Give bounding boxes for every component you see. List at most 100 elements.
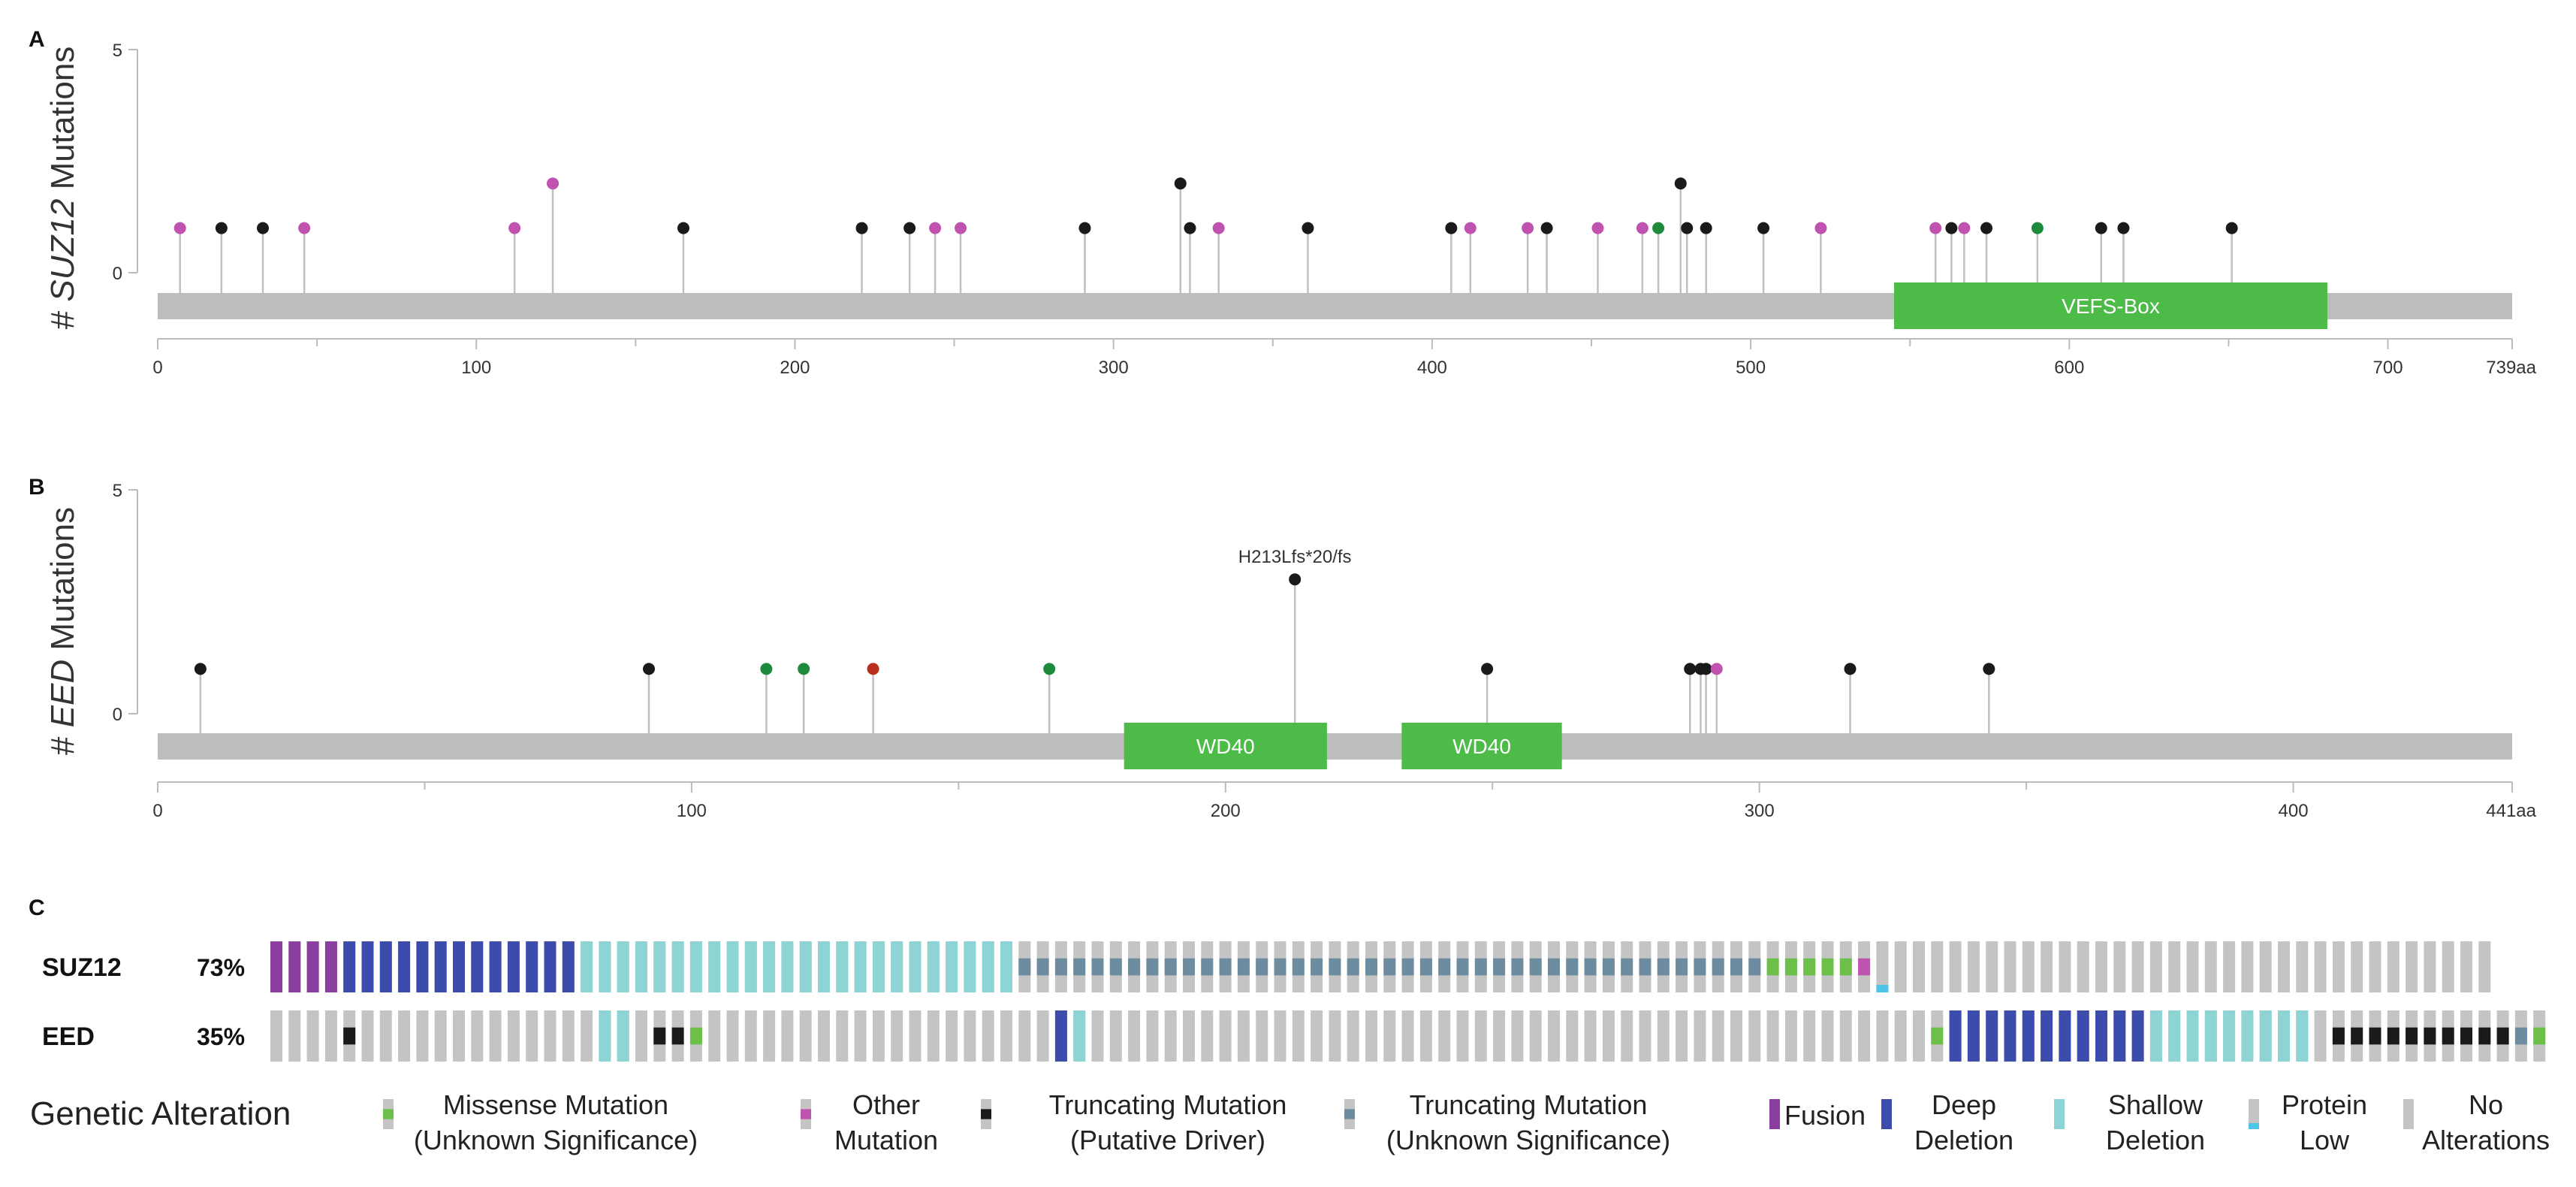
cell-cna	[653, 941, 666, 992]
cell-background	[2041, 941, 2053, 992]
mutation-other	[1522, 222, 1534, 234]
cell-mutation	[1511, 958, 1524, 976]
oncoprint-cell-na	[1913, 1010, 1925, 1062]
legend-label-line1: Missense Mutation	[443, 1089, 668, 1120]
cell-mutation	[1054, 958, 1067, 976]
oncoprint-cell-na	[1876, 1010, 1889, 1062]
cell-cna	[1967, 1010, 1980, 1062]
cell-cna	[2278, 1010, 2290, 1062]
oncoprint-cell-na	[1219, 1010, 1232, 1062]
cell-background	[526, 1010, 538, 1062]
oncoprint-cell-protein_low	[1876, 941, 1889, 992]
oncoprint-cell-shallow	[726, 941, 739, 992]
cell-background	[1894, 941, 1907, 992]
oncoprint-cell-deep	[489, 941, 502, 992]
cell-background	[2059, 941, 2071, 992]
oncoprint-cell-na	[2314, 941, 2327, 992]
oncoprint-cell-na	[2131, 941, 2144, 992]
cell-background	[1566, 1010, 1579, 1062]
cell-background	[799, 1010, 812, 1062]
cell-cna	[343, 941, 356, 992]
cell-background	[2478, 941, 2491, 992]
cell-background	[1018, 1010, 1031, 1062]
legend-label-line2: Mutation	[834, 1125, 938, 1155]
oncoprint-cell-na	[909, 1010, 922, 1062]
cell-background	[1931, 941, 1944, 992]
oncoprint-cell-na	[2186, 941, 2199, 992]
cell-background	[1237, 1010, 1250, 1062]
legend-label-line2: Deletion	[1914, 1125, 2013, 1155]
oncoprint-cell-na	[2095, 941, 2107, 992]
cell-background	[1493, 1010, 1506, 1062]
legend-swatch	[1881, 1099, 1892, 1129]
oncoprint-cell-na	[324, 1010, 337, 1062]
oncoprint-cell-deep	[2131, 1010, 2144, 1062]
oncoprint-cell-trunc_unknown	[1054, 941, 1067, 992]
oncoprint-cell-na	[744, 1010, 757, 1062]
oncoprint-cell-na	[1237, 1010, 1250, 1062]
cell-background	[891, 1010, 903, 1062]
cell-background	[2259, 941, 2272, 992]
domain-label: VEFS-Box	[2062, 294, 2160, 318]
cell-cna	[689, 941, 702, 992]
oncoprint-cell-shallow	[1000, 941, 1012, 992]
legend-item-na: No Alterations	[2403, 1089, 2550, 1155]
oncoprint-cell-na	[726, 1010, 739, 1062]
oncoprint-cell-shallow	[2278, 1010, 2290, 1062]
mutation-truncating	[1540, 222, 1553, 234]
legend-item-other: Other Mutation	[801, 1089, 938, 1155]
cell-mutation	[1456, 958, 1469, 976]
legend-label-line1: Shallow	[2108, 1089, 2203, 1120]
oncoprint-pct: 35%	[197, 1023, 245, 1050]
oncoprint-cell-na	[1548, 1010, 1560, 1062]
oncoprint-cell-trunc_unknown	[1036, 941, 1049, 992]
oncoprint-cell-na	[1712, 1010, 1724, 1062]
oncoprint-cell-na	[2241, 941, 2254, 992]
oncoprint-cell-trunc_unknown	[1602, 941, 1615, 992]
cell-background	[1401, 1010, 1414, 1062]
oncoprint-cell-deep	[471, 941, 484, 992]
oncoprint-cell-fusion	[270, 941, 282, 992]
panel-label-b: B	[29, 475, 45, 500]
cell-background	[2113, 941, 2126, 992]
x-tick-label: 300	[1099, 358, 1129, 378]
cell-background	[2369, 941, 2381, 992]
oncoprint-cell-truncating	[343, 1010, 356, 1062]
cell-mutation	[689, 1027, 702, 1045]
cell-cna	[781, 941, 794, 992]
oncoprint-cell-na	[526, 1010, 538, 1062]
cell-background	[1438, 1010, 1451, 1062]
mutation-truncating	[1684, 663, 1697, 675]
legend-swatch	[2054, 1099, 2065, 1129]
cell-mutation	[1146, 958, 1159, 976]
oncoprint-cell-shallow	[854, 941, 867, 992]
cell-background	[1183, 1010, 1195, 1062]
cell-background	[1602, 1010, 1615, 1062]
cell-mutation	[1419, 958, 1432, 976]
oncoprint-cell-na	[1529, 1010, 1542, 1062]
oncoprint-cell-other	[1858, 941, 1871, 992]
mutation-truncating	[1078, 222, 1091, 234]
oncoprint-cell-deep	[2004, 1010, 2016, 1062]
oncoprint-cell-missense_light	[1803, 941, 1816, 992]
y-tick-label: 5	[113, 481, 122, 501]
oncoprint-cell-na	[1621, 1010, 1633, 1062]
cell-background	[1274, 1010, 1286, 1062]
oncoprint-cell-na	[927, 1010, 940, 1062]
cell-background	[744, 1010, 757, 1062]
oncoprint-cell-shallow	[581, 941, 593, 992]
oncoprint-cell-na	[1858, 1010, 1871, 1062]
mutation-truncating	[1445, 222, 1458, 234]
oncoprint-cell-missense_light	[689, 1010, 702, 1062]
cell-background	[2168, 941, 2181, 992]
oncoprint-cell-na	[1018, 1010, 1031, 1062]
cell-cna	[726, 941, 739, 992]
cell-mutation	[1712, 958, 1724, 976]
cell-mutation	[1602, 958, 1615, 976]
oncoprint-cell-shallow	[635, 941, 647, 992]
cell-background	[1986, 941, 1998, 992]
oncoprint-cell-deep	[2022, 1010, 2035, 1062]
cell-cna	[708, 941, 721, 992]
cell-background	[1748, 1010, 1761, 1062]
oncoprint-cell-na	[1694, 1010, 1706, 1062]
